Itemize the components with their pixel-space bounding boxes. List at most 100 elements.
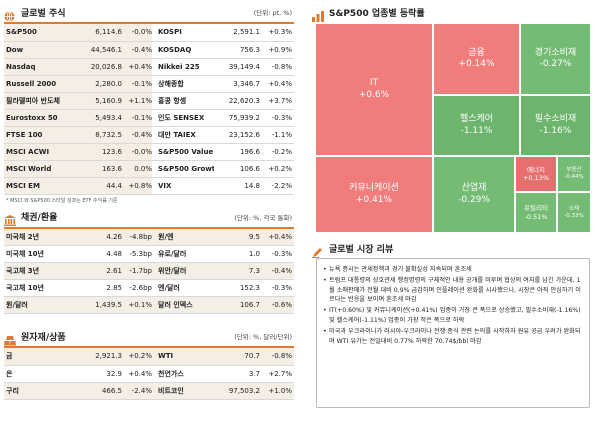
cell-label: S&P500 Value [152,143,214,161]
tile-materials: 소재 -0.33% [557,192,591,233]
cell-change: +0.2% [260,160,294,178]
review-item: 트럼프 대통령의 상호관세 행정명령의 구체적인 내용 공개를 미루며 협상의 … [323,276,583,305]
global-stocks-title: 글로벌 주식 [21,8,66,19]
bonds-fx-unit: (단위: %, 각국 통화) [234,213,292,222]
cell-change: -0.0% [122,143,152,161]
table-row: 금 2,921.3 +0.2% WTI 70.7 -0.8% [4,348,294,366]
table-row: 은 32.9 +0.4% 천연가스 3.7 +2.7% [4,365,294,383]
sector-header: S&P500 업종별 등락률 [312,4,595,22]
cell-label: 은 [4,365,76,383]
cell-change: -0.3% [260,279,294,297]
cell-value: 44.4 [76,177,122,195]
tile-financials: 금융 +0.14% [433,23,520,95]
table-row: Eurostoxx 50 5,493.4 -0.1% 인도 SENSEX 75,939.… [4,109,294,127]
cell-value: 756.3 [214,41,260,59]
cell-change: -0.3% [260,109,294,127]
cell-change: +0.9% [260,41,294,59]
cell-value: 44,546.1 [76,41,122,59]
cell-label: 유로/달러 [152,245,214,263]
table-row: 미국채 10년 4.48 -5.3bp 유로/달러 1.0 -0.3% [4,245,294,263]
cell-label: 필라델피아 반도체 [4,92,76,110]
cell-label: MSCI ACWI [4,143,76,161]
review-title: 글로벌 시장 리뷰 [329,244,394,255]
table-row: MSCI EM 44.4 +0.8% VIX 14.8 -2.2% [4,177,294,195]
cell-label: MSCI World [4,160,76,178]
pen-icon [312,243,324,258]
tile-consumer-staples: 필수소비재 -1.16% [520,95,591,156]
table-row: 국고채 10년 2.85 -2.6bp 엔/달러 152.3 -0.3% [4,279,294,297]
table-row: S&P500 6,114.6 -0.0% KOSPI 2,591.1 +0.3% [4,24,294,42]
cell-change: +1.0% [260,382,294,400]
cell-label: KOSPI [152,24,214,42]
cell-value: 7.3 [214,262,260,280]
cell-value: 4.26 [76,228,122,246]
cell-label: Dow [4,41,76,59]
table-row: Nasdaq 20,026.8 +0.4% Nikkei 225 39,149.4 -0.… [4,58,294,76]
commodities-header: 원자재/상품 (단위: %, 달러/단위) [4,328,294,345]
cell-value: 4.48 [76,245,122,263]
cell-value: 20,026.8 [76,58,122,76]
cell-change: -0.4% [260,262,294,280]
cell-change: +0.4% [260,228,294,246]
cell-value: 70.7 [214,348,260,366]
cell-label: 원/엔 [152,228,214,246]
cell-value: 75,939.2 [214,109,260,127]
left-panel: 글로벌 주식 (단위: pt, %) S&P500 6,114.6 -0.0% KOS… [4,4,294,422]
table-row: MSCI ACWI 123.6 -0.0% S&P500 Value 196.6 -0.2… [4,143,294,161]
cell-change: -0.2% [260,143,294,161]
cell-change: -0.1% [122,75,152,93]
tile-industrials: 산업재 -0.29% [433,156,515,233]
cell-label: 국고채 10년 [4,279,76,297]
cell-change: +3.7% [260,92,294,110]
global-stocks-unit: (단위: pt, %) [253,9,292,17]
table-row: 필라델피아 반도체 5,160.9 +1.1% 홍콩 항셍 22,620.3 +3.7% [4,92,294,110]
cell-change: -5.3bp [122,245,152,263]
cell-value: 2,921.3 [76,348,122,366]
cell-value: 466.5 [76,382,122,400]
table-row: Dow 44,546.1 -0.4% KOSDAQ 756.3 +0.9% [4,41,294,59]
table-row: 원/달러 1,439.5 +0.1% 달러 인덱스 106.7 -0.6% [4,296,294,314]
cell-value: 2,591.1 [214,24,260,42]
cell-label: 인도 SENSEX [152,109,214,127]
cell-change: +2.7% [260,365,294,383]
right-panel: S&P500 업종별 등락률 IT +0.6% 금융 +0.14% 경기소비재 -0.… [312,4,595,422]
cell-change: -4.8bp [122,228,152,246]
cell-change: -0.6% [260,296,294,314]
cell-change: -1.1% [260,126,294,144]
cell-value: 3,346.7 [214,75,260,93]
tile-healthcare: 헬스케어 -1.11% [433,95,520,156]
cell-change: -0.4% [122,41,152,59]
cell-value: 5,160.9 [76,92,122,110]
table-row: 미국채 2년 4.26 -4.8bp 원/엔 9.5 +0.4% [4,228,294,246]
cell-value: 152.3 [214,279,260,297]
cell-label: Eurostoxx 50 [4,109,76,127]
cell-label: 미국채 2년 [4,228,76,246]
cell-change: -0.0% [122,24,152,42]
bar-chart-icon [312,7,324,22]
sector-treemap: IT +0.6% 금융 +0.14% 경기소비재 -0.27% 헬스케어 -1.11% … [315,23,591,233]
cell-label: 달러 인덱스 [152,296,214,314]
table-row: MSCI World 163.6 0.0% S&P500 Growth 106.6 +0.… [4,160,294,178]
cell-label: MSCI EM [4,177,76,195]
table-row: 구리 466.5 -2.4% 비트코인 97,503.2 +1.0% [4,382,294,400]
cell-label: 구리 [4,382,76,400]
review-item: IT(+0.60%) 및 커뮤니케이션(+0.41%) 업종이 가장 큰 폭으로… [323,306,583,326]
tile-consumer-discretionary: 경기소비재 -0.27% [520,23,591,95]
cell-change: -0.8% [260,58,294,76]
cell-change: -2.2% [260,177,294,195]
cell-value: 32.9 [76,365,122,383]
review-item: 뉴욕 증시는 관세정책과 경기 불확실성 지속되며 혼조세 [323,265,583,275]
gold-bars-icon [4,331,16,345]
cell-value: 5,493.4 [76,109,122,127]
cell-value: 2.61 [76,262,122,280]
cell-label: S&P500 Growth [152,160,214,178]
cell-change: 0.0% [122,160,152,178]
cell-value: 6,114.6 [76,24,122,42]
review-item: 미국과 우크라이나가 러시아-우크라이나 전쟁 종식 관련 논의를 시작하자 원… [323,327,583,347]
globe-icon [4,7,16,22]
cell-label: 위안/달러 [152,262,214,280]
table-row: FTSE 100 8,732.5 -0.4% 대만 TAIEX 23,152.6 -1.1… [4,126,294,144]
cell-label: VIX [152,177,214,195]
review-header: 글로벌 시장 리뷰 [312,240,595,258]
cell-change: +0.3% [260,24,294,42]
